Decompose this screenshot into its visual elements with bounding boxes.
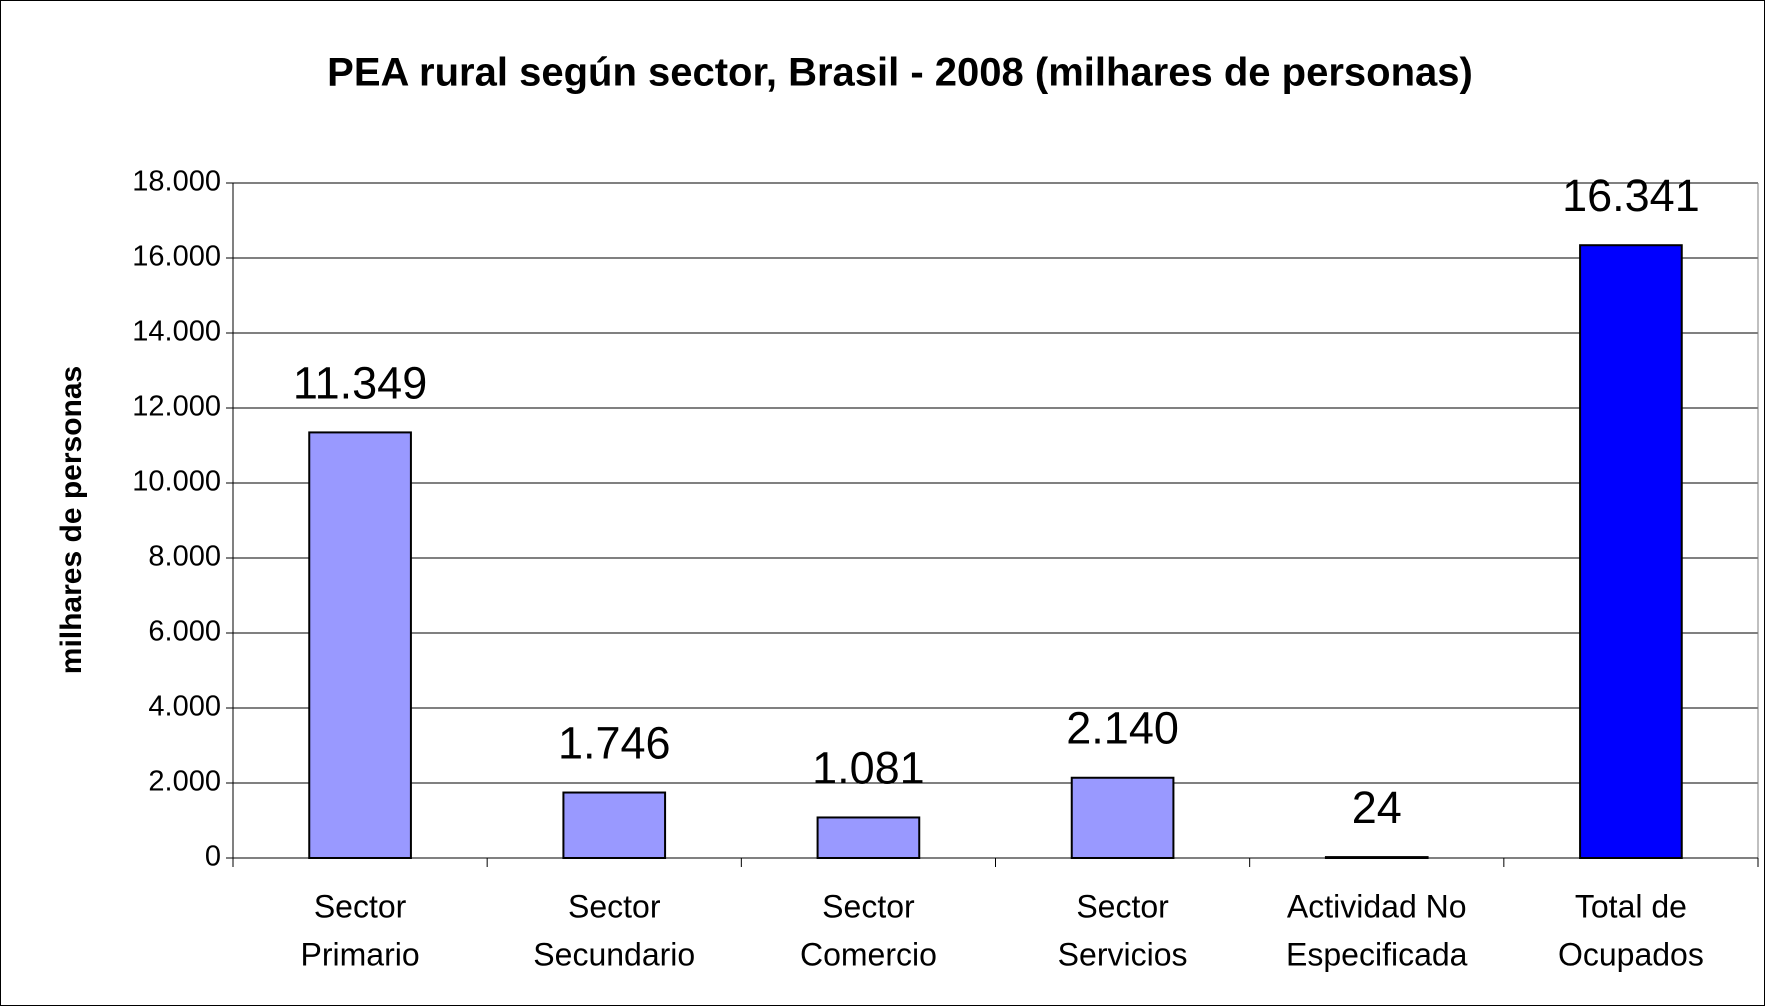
y-axis-label: milhares de personas (55, 366, 88, 674)
x-tick-label: Comercio (800, 936, 937, 972)
x-tick-label: Servicios (1058, 936, 1188, 972)
x-tick-label: Secundario (533, 936, 695, 972)
value-label: 16.341 (1562, 170, 1700, 221)
x-tick-label: Sector (822, 888, 915, 924)
x-tick-label: Actividad No (1287, 888, 1467, 924)
chart-title: PEA rural según sector, Brasil - 2008 (m… (327, 51, 1473, 95)
value-label: 1.081 (812, 742, 925, 793)
x-tick-label: Total de (1575, 888, 1687, 924)
value-label: 11.349 (293, 357, 427, 408)
x-tick-label: Sector (314, 888, 407, 924)
y-tick-label: 16.000 (132, 241, 221, 273)
x-tick-label: Especificada (1286, 936, 1468, 972)
value-label: 1.746 (558, 717, 671, 768)
y-tick-label: 8.000 (148, 541, 221, 573)
bar (1324, 856, 1429, 859)
bar (562, 791, 667, 860)
y-tick-label: 0 (205, 841, 221, 873)
x-tick-label: Ocupados (1558, 936, 1704, 972)
bar (308, 431, 412, 859)
y-tick-label: 6.000 (148, 616, 221, 648)
y-tick-label: 18.000 (132, 166, 221, 198)
x-tick-label: Sector (1076, 888, 1169, 924)
bar (1579, 244, 1683, 859)
bar (1070, 776, 1175, 859)
y-tick-label: 4.000 (148, 691, 221, 723)
value-label: 24 (1352, 782, 1402, 833)
y-tick-label: 10.000 (132, 466, 221, 498)
y-tick-label: 12.000 (132, 391, 221, 423)
value-label: 2.140 (1066, 703, 1179, 754)
y-tick-label: 2.000 (148, 766, 221, 798)
y-tick-label: 14.000 (132, 316, 221, 348)
x-tick-label: Sector (568, 888, 661, 924)
bar (816, 816, 921, 860)
x-tick-label: Primario (301, 936, 420, 972)
